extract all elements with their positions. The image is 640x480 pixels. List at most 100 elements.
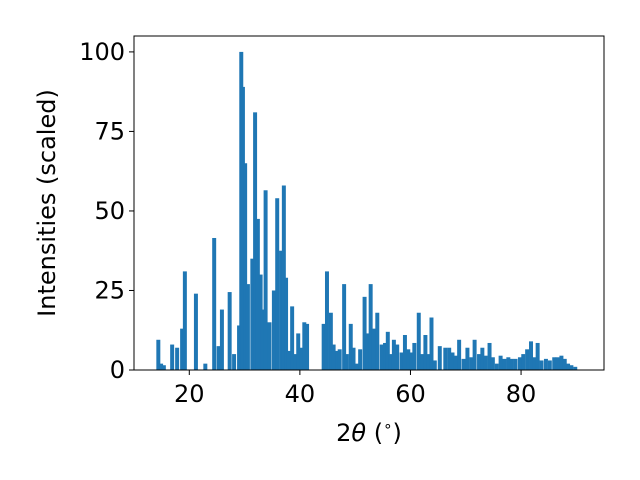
bar xyxy=(465,347,470,370)
x-tick-label: 60 xyxy=(395,380,426,408)
bar xyxy=(227,292,232,370)
y-tick-label: 25 xyxy=(94,276,125,304)
bar xyxy=(509,358,514,370)
bar xyxy=(472,339,477,370)
y-tick-label: 100 xyxy=(79,38,125,66)
bar xyxy=(457,339,462,370)
bar xyxy=(559,355,564,370)
bar xyxy=(159,363,164,370)
bar xyxy=(299,347,304,370)
bar xyxy=(402,335,407,370)
bar xyxy=(344,354,349,370)
bar xyxy=(371,328,376,370)
bar xyxy=(391,339,396,370)
bar xyxy=(379,344,384,370)
bar xyxy=(260,309,265,370)
bar xyxy=(412,342,417,370)
y-axis-label: Intensities (scaled) xyxy=(33,89,61,317)
bar xyxy=(529,341,533,370)
bar xyxy=(535,342,540,370)
bar xyxy=(161,365,166,370)
x-axis-label: 2θ (∘) xyxy=(336,417,402,447)
bar xyxy=(351,347,356,370)
y-tick-label: 75 xyxy=(94,117,125,145)
bar xyxy=(406,349,411,370)
y-tick-label: 50 xyxy=(94,197,125,225)
x-tick-label: 40 xyxy=(285,380,316,408)
bar xyxy=(335,350,340,370)
bar xyxy=(342,284,347,370)
bar xyxy=(267,322,272,370)
bar xyxy=(385,331,390,370)
bar xyxy=(328,312,333,370)
bar xyxy=(502,358,507,370)
bar xyxy=(279,250,284,370)
bar xyxy=(539,360,544,370)
x-axis-label-close: ) xyxy=(392,419,401,447)
y-axis-ticks: 0 25 50 75 100 xyxy=(79,38,134,384)
bar xyxy=(483,355,488,370)
bar xyxy=(562,358,567,370)
bar xyxy=(253,112,258,370)
bar xyxy=(437,346,442,370)
bar xyxy=(547,360,552,370)
bar xyxy=(399,352,404,370)
bar xyxy=(284,277,289,370)
bar xyxy=(245,284,250,370)
bar xyxy=(490,357,495,370)
bar xyxy=(552,357,557,370)
bar xyxy=(368,284,373,370)
bar xyxy=(513,358,518,370)
bar xyxy=(243,163,248,370)
bar xyxy=(429,317,434,370)
bar xyxy=(281,185,286,370)
bar xyxy=(525,349,530,370)
bar xyxy=(290,306,295,370)
bar xyxy=(337,349,342,370)
bar xyxy=(358,349,363,370)
bar xyxy=(175,347,180,370)
x-axis-label-degree: ∘ xyxy=(383,417,392,435)
bar xyxy=(193,293,198,370)
y-tick-label: 0 xyxy=(110,356,125,384)
bar xyxy=(296,333,301,370)
bar xyxy=(293,354,298,370)
bar xyxy=(521,354,526,370)
bar xyxy=(331,344,336,370)
bar xyxy=(305,323,310,370)
bar xyxy=(383,342,388,370)
bar xyxy=(517,357,522,370)
bar xyxy=(203,363,208,370)
bar xyxy=(258,274,263,370)
bar xyxy=(416,312,421,370)
x-axis-label-open: ( xyxy=(366,419,383,447)
x-axis-ticks: 20 40 60 80 xyxy=(174,370,536,408)
bar xyxy=(286,350,291,370)
bar xyxy=(487,342,492,370)
x-axis-label-prefix: 2 xyxy=(336,419,351,447)
bar xyxy=(461,358,466,370)
bar xyxy=(573,366,578,370)
bar xyxy=(240,86,245,371)
bar xyxy=(375,312,380,370)
bar xyxy=(477,354,482,370)
bar xyxy=(302,322,307,370)
bar xyxy=(255,218,260,370)
bar xyxy=(532,357,537,370)
bar xyxy=(180,328,185,370)
bar xyxy=(469,357,474,370)
bar xyxy=(354,363,359,370)
bar xyxy=(432,360,437,370)
bar xyxy=(506,357,511,370)
x-tick-label: 20 xyxy=(174,380,205,408)
bar xyxy=(443,347,448,370)
bar xyxy=(212,237,217,370)
bars-group xyxy=(156,51,578,371)
bar xyxy=(450,352,455,370)
bar xyxy=(170,344,175,370)
bar xyxy=(453,355,458,370)
bar xyxy=(232,354,237,370)
bar xyxy=(498,355,503,370)
bar xyxy=(409,352,414,370)
